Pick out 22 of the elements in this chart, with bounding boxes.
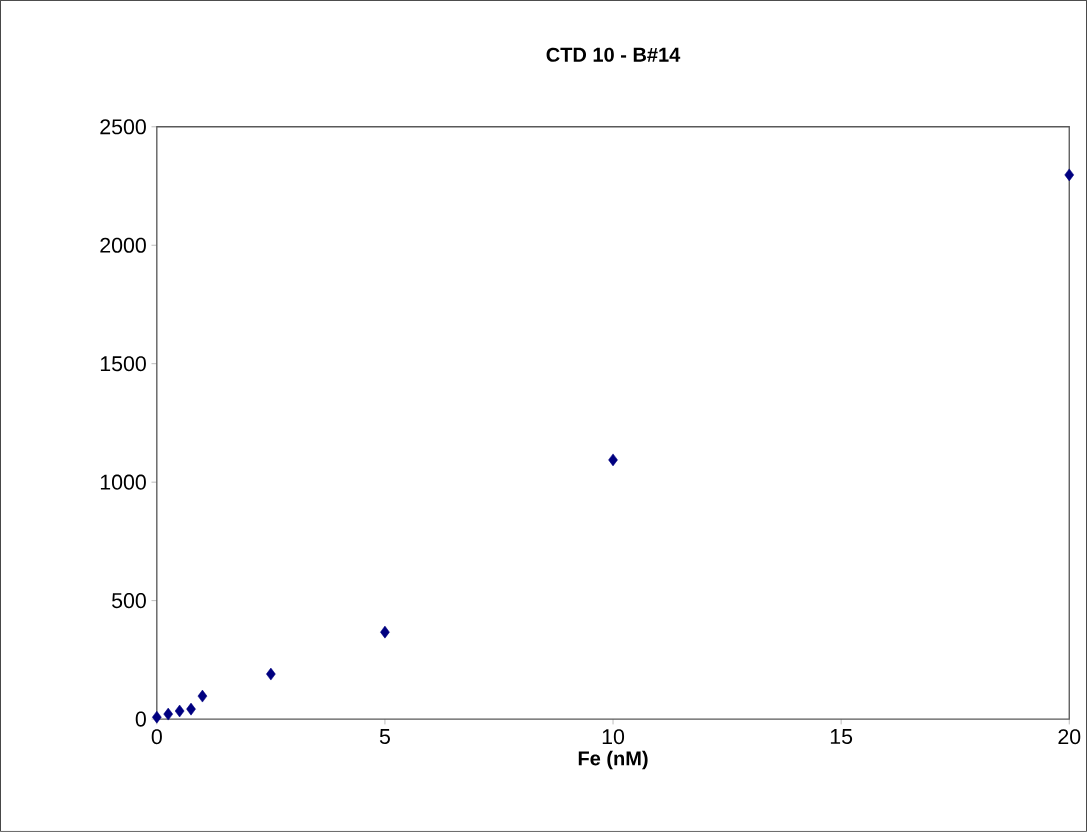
x-tick-label: 10 — [602, 729, 625, 745]
point — [163, 707, 173, 721]
x-tick-label: 0 — [151, 729, 162, 745]
y-tick-label: 500 — [112, 593, 146, 609]
point — [608, 453, 618, 467]
point — [380, 625, 390, 639]
y-tick-label: 1000 — [100, 474, 146, 490]
x-tick-label: 15 — [830, 729, 853, 745]
point — [197, 689, 208, 703]
x-tick-label: 20 — [1058, 729, 1081, 745]
y-tick-label: 2000 — [100, 237, 146, 253]
x-axis-title: Fe (nM) — [578, 750, 648, 770]
point — [266, 667, 276, 681]
point — [174, 704, 185, 718]
point — [1064, 168, 1075, 182]
y-tick-label: 2500 — [100, 119, 146, 135]
chart-title: CTD 10 - B#14 — [546, 47, 681, 62]
y-tick-label: 1500 — [100, 356, 146, 372]
y-tick-label: 0 — [135, 711, 146, 727]
point — [186, 702, 196, 716]
x-tick-label: 5 — [379, 729, 390, 745]
point — [152, 710, 162, 724]
